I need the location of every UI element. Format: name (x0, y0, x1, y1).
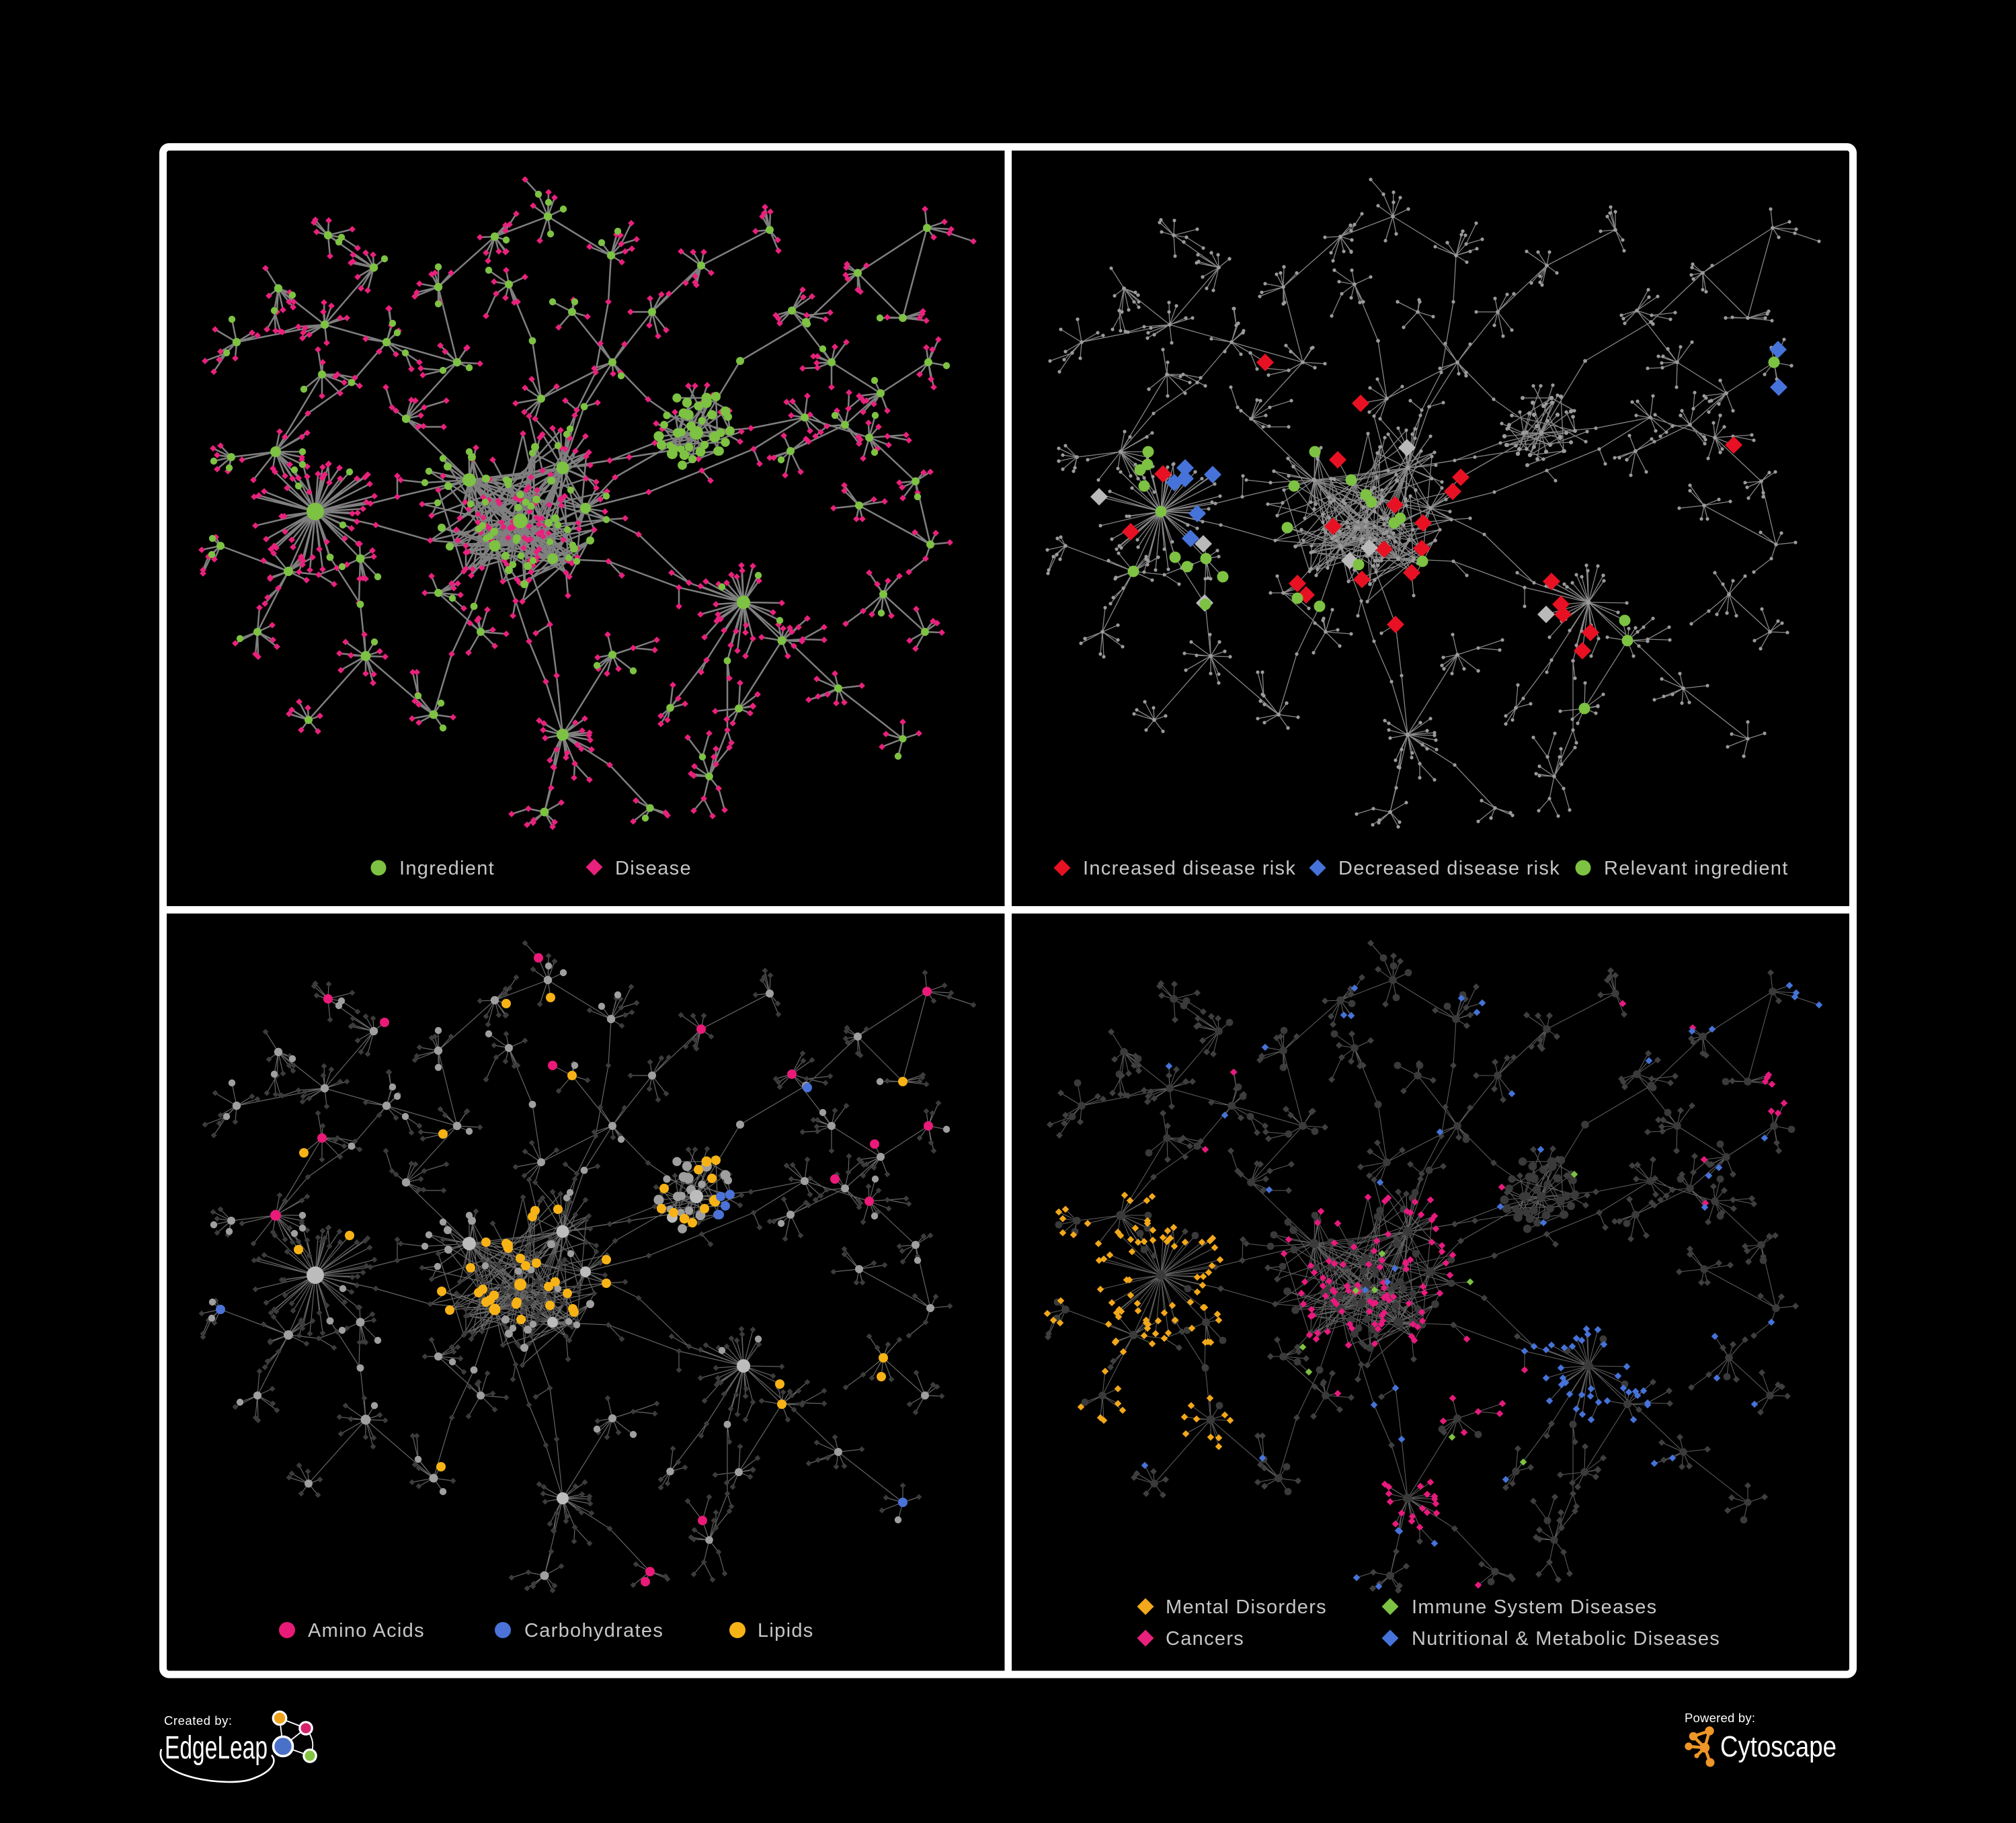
svg-text:Nutritional & Metabolic Diseas: Nutritional & Metabolic Diseases (1412, 1628, 1720, 1650)
svg-text:Ingredient: Ingredient (399, 858, 495, 879)
svg-text:Mental Disorders: Mental Disorders (1166, 1596, 1327, 1618)
svg-text:Created by:: Created by: (164, 1713, 233, 1728)
svg-text:Lipids: Lipids (758, 1620, 814, 1642)
svg-text:Disease: Disease (615, 858, 692, 879)
svg-text:Relevant ingredient: Relevant ingredient (1604, 858, 1789, 879)
svg-text:Decreased disease risk: Decreased disease risk (1338, 858, 1560, 879)
svg-text:EdgeLeap: EdgeLeap (165, 1730, 268, 1766)
svg-text:Carbohydrates: Carbohydrates (524, 1620, 663, 1642)
svg-text:Cytoscape: Cytoscape (1720, 1730, 1837, 1763)
svg-text:Immune System Diseases: Immune System Diseases (1412, 1596, 1657, 1618)
svg-text:Increased disease risk: Increased disease risk (1083, 858, 1296, 879)
svg-text:Powered by:: Powered by: (1685, 1711, 1756, 1725)
svg-text:Amino Acids: Amino Acids (308, 1620, 425, 1642)
svg-text:Cancers: Cancers (1166, 1628, 1244, 1650)
